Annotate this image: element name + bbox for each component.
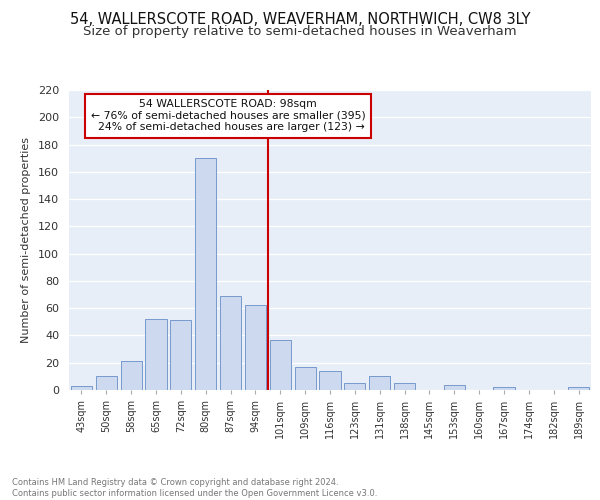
Bar: [444, 384, 465, 390]
Text: 54, WALLERSCOTE ROAD, WEAVERHAM, NORTHWICH, CW8 3LY: 54, WALLERSCOTE ROAD, WEAVERHAM, NORTHWI…: [70, 12, 530, 28]
Bar: [170, 320, 191, 390]
Bar: [195, 158, 216, 390]
Bar: [369, 376, 390, 390]
Bar: [394, 383, 415, 390]
Y-axis label: Number of semi-detached properties: Number of semi-detached properties: [21, 137, 31, 343]
Text: Size of property relative to semi-detached houses in Weaverham: Size of property relative to semi-detach…: [83, 25, 517, 38]
Bar: [493, 388, 515, 390]
Bar: [319, 371, 341, 390]
Bar: [568, 388, 589, 390]
Bar: [295, 367, 316, 390]
Bar: [96, 376, 117, 390]
Text: 54 WALLERSCOTE ROAD: 98sqm
← 76% of semi-detached houses are smaller (395)
  24%: 54 WALLERSCOTE ROAD: 98sqm ← 76% of semi…: [91, 99, 365, 132]
Bar: [71, 386, 92, 390]
Bar: [220, 296, 241, 390]
Text: Contains HM Land Registry data © Crown copyright and database right 2024.
Contai: Contains HM Land Registry data © Crown c…: [12, 478, 377, 498]
Bar: [145, 319, 167, 390]
Bar: [245, 306, 266, 390]
Bar: [270, 340, 291, 390]
Bar: [121, 362, 142, 390]
Bar: [344, 383, 365, 390]
